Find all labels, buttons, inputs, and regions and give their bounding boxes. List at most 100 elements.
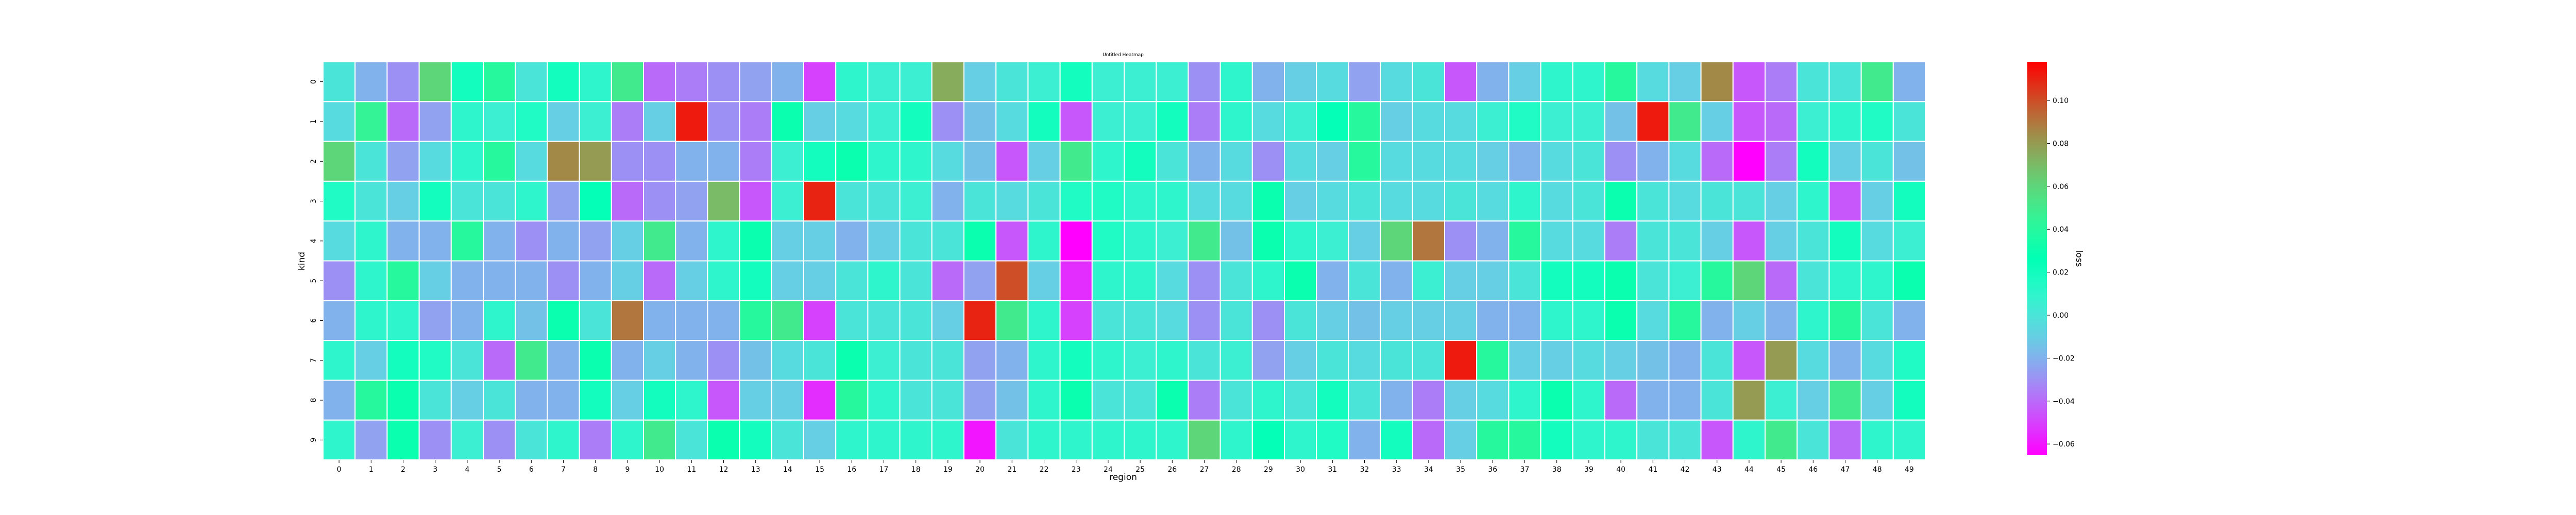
heatmap-cell <box>1540 141 1573 182</box>
x-tick-label: 49 <box>1905 466 1914 474</box>
heatmap-cell <box>803 340 837 381</box>
heatmap-cell <box>323 419 356 461</box>
heatmap-cell <box>1348 380 1381 421</box>
heatmap-cell <box>1380 220 1413 262</box>
heatmap-cell <box>739 419 772 461</box>
heatmap-cell <box>1380 260 1413 301</box>
heatmap-cell <box>1219 61 1253 102</box>
heatmap-cell <box>1188 380 1221 421</box>
heatmap-cell <box>450 260 484 301</box>
heatmap-cell <box>1828 61 1862 102</box>
heatmap-cell <box>1251 141 1285 182</box>
heatmap-cell <box>323 101 356 142</box>
x-tick-label: 41 <box>1648 466 1657 474</box>
x-tick-label: 27 <box>1200 466 1209 474</box>
heatmap-cell <box>835 180 869 222</box>
heatmap-cell <box>1219 340 1253 381</box>
heatmap-cell <box>418 220 452 262</box>
heatmap-cell <box>803 101 837 142</box>
heatmap-cell <box>1251 340 1285 381</box>
heatmap-cell <box>1284 260 1317 301</box>
heatmap-cell <box>1188 220 1221 262</box>
heatmap-cell <box>931 260 965 301</box>
heatmap-cell <box>643 340 676 381</box>
heatmap-cell <box>1412 260 1446 301</box>
heatmap-cell <box>1284 61 1317 102</box>
heatmap-cell <box>1732 300 1766 341</box>
heatmap-cell <box>418 260 452 301</box>
heatmap-cell <box>547 220 580 262</box>
heatmap-cell <box>579 61 612 102</box>
heatmap-cell <box>1412 340 1446 381</box>
heatmap-cell <box>611 419 645 461</box>
heatmap-cell <box>835 300 869 341</box>
heatmap-cell <box>1444 61 1478 102</box>
heatmap-cell <box>1059 220 1093 262</box>
heatmap-cell <box>1700 220 1734 262</box>
heatmap-cell <box>1572 180 1606 222</box>
heatmap-cell <box>931 141 965 182</box>
heatmap-cell <box>1508 260 1541 301</box>
heatmap-cell <box>643 300 676 341</box>
heatmap-cell <box>1124 220 1157 262</box>
heatmap-cell <box>1316 419 1349 461</box>
heatmap-cell <box>515 419 548 461</box>
heatmap-cell <box>739 260 772 301</box>
heatmap-cell <box>450 419 484 461</box>
heatmap-cell <box>1059 340 1093 381</box>
heatmap-cell <box>867 180 901 222</box>
heatmap-cell <box>1124 101 1157 142</box>
heatmap-cell <box>771 300 805 341</box>
heatmap-cell <box>579 260 612 301</box>
heatmap-cell <box>386 220 420 262</box>
heatmap-cell <box>515 380 548 421</box>
heatmap-cell <box>963 260 997 301</box>
heatmap-cell <box>483 340 516 381</box>
heatmap-cell <box>931 61 965 102</box>
heatmap-cell <box>547 180 580 222</box>
heatmap-cell <box>611 101 645 142</box>
heatmap-cell <box>1540 300 1573 341</box>
heatmap-cell <box>1572 141 1606 182</box>
x-tick-label: 47 <box>1841 466 1850 474</box>
heatmap-cell <box>707 419 740 461</box>
heatmap-cell <box>1604 141 1638 182</box>
heatmap-cell <box>963 101 997 142</box>
y-tick-labels: 0 1 2 3 4 5 6 7 8 9 <box>310 79 323 442</box>
heatmap-cell <box>579 340 612 381</box>
heatmap-cell <box>1860 419 1894 461</box>
heatmap-cell <box>1604 61 1638 102</box>
heatmap-cell <box>1732 260 1766 301</box>
x-tick-label: 48 <box>1873 466 1882 474</box>
heatmap-cell <box>1572 300 1606 341</box>
heatmap-cell <box>1284 340 1317 381</box>
heatmap-cell <box>707 141 740 182</box>
heatmap-cell <box>354 260 388 301</box>
heatmap-cell <box>1604 340 1638 381</box>
y-tick-label: 4 <box>310 238 318 243</box>
heatmap-cell <box>1027 419 1061 461</box>
heatmap-cell <box>515 300 548 341</box>
heatmap-cell <box>1059 300 1093 341</box>
heatmap-cell <box>931 380 965 421</box>
heatmap-cell <box>1700 260 1734 301</box>
heatmap-cell <box>1059 260 1093 301</box>
heatmap-cell <box>771 61 805 102</box>
heatmap-cell <box>771 419 805 461</box>
heatmap-cell <box>1219 380 1253 421</box>
heatmap-cell <box>450 380 484 421</box>
heatmap-cell <box>835 340 869 381</box>
heatmap-cell <box>675 180 708 222</box>
heatmap-cell <box>1219 180 1253 222</box>
heatmap-cell <box>835 419 869 461</box>
heatmap-cell <box>1091 380 1125 421</box>
x-tick-label: 7 <box>561 466 566 474</box>
heatmap-cell <box>1797 380 1830 421</box>
heatmap-cell <box>707 180 740 222</box>
heatmap-cell <box>323 340 356 381</box>
heatmap-cell <box>1476 300 1510 341</box>
heatmap-cell <box>611 340 645 381</box>
heatmap-cell <box>354 180 388 222</box>
heatmap-cell <box>1284 419 1317 461</box>
heatmap-cell <box>1732 180 1766 222</box>
